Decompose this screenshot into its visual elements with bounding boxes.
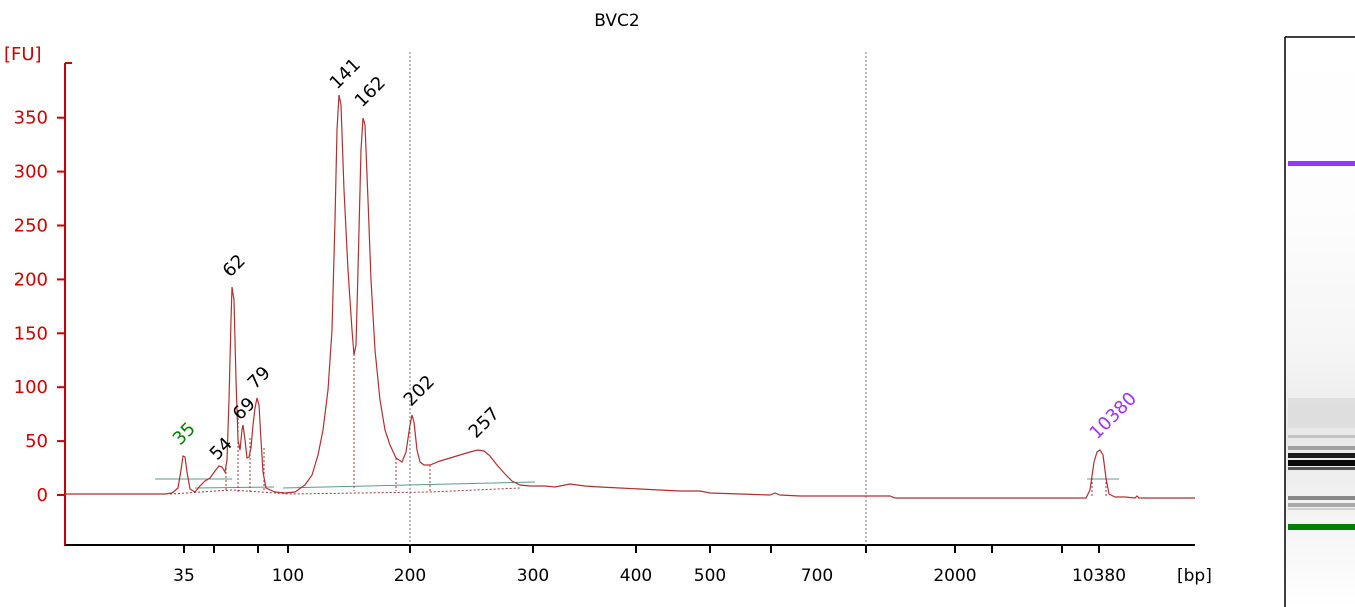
trace-line: [65, 94, 1195, 499]
gel-upper-marker-band: [1288, 161, 1355, 166]
x-tick-label: 300: [517, 566, 549, 586]
gel-lower-marker-band: [1288, 524, 1355, 530]
peak-label: 257: [465, 403, 504, 442]
x-unit-label: [bp]: [1177, 566, 1212, 586]
y-tick-label: 150: [14, 323, 48, 344]
y-unit-label: [FU]: [4, 44, 42, 65]
x-tick-label: 400: [620, 566, 652, 586]
y-tick-label: 50: [25, 431, 48, 452]
y-tick-label: 350: [14, 108, 48, 129]
y-tick-label: 100: [14, 377, 48, 398]
y-tick-label: 300: [14, 162, 48, 183]
x-ticks: 35 100 200 300 400 500 700 2000 10380: [173, 545, 1126, 586]
peak-label: 35: [169, 418, 200, 449]
baseline-segment-2: [194, 486, 275, 489]
x-tick-label: 10380: [1072, 566, 1126, 586]
peak-label: 79: [244, 362, 275, 393]
y-tick-label: 0: [37, 485, 48, 506]
y-tick-label: 250: [14, 216, 48, 237]
peak-label: 162: [351, 72, 390, 111]
x-tick-label: 200: [394, 566, 426, 586]
peak-label: 202: [400, 371, 439, 410]
peak-dividers: [225, 350, 1107, 496]
x-tick-label: 2000: [933, 566, 976, 586]
integration-baseline: [169, 487, 521, 495]
peak-label: 10380: [1086, 388, 1141, 443]
peak-label: 62: [219, 250, 250, 281]
baseline-segment-3: [282, 481, 536, 489]
peak-label: 69: [229, 393, 260, 424]
chart-title: BVC2: [594, 11, 639, 31]
x-tick-label: 35: [173, 566, 195, 586]
gel-lane: [1284, 36, 1355, 607]
y-ticks: 0 50 100 150 200 250 300 350: [14, 108, 65, 506]
x-tick-label: 500: [694, 566, 726, 586]
peak-label: 54: [206, 433, 237, 464]
x-tick-label: 700: [801, 566, 833, 586]
x-tick-label: 100: [272, 566, 304, 586]
y-tick-label: 200: [14, 269, 48, 290]
